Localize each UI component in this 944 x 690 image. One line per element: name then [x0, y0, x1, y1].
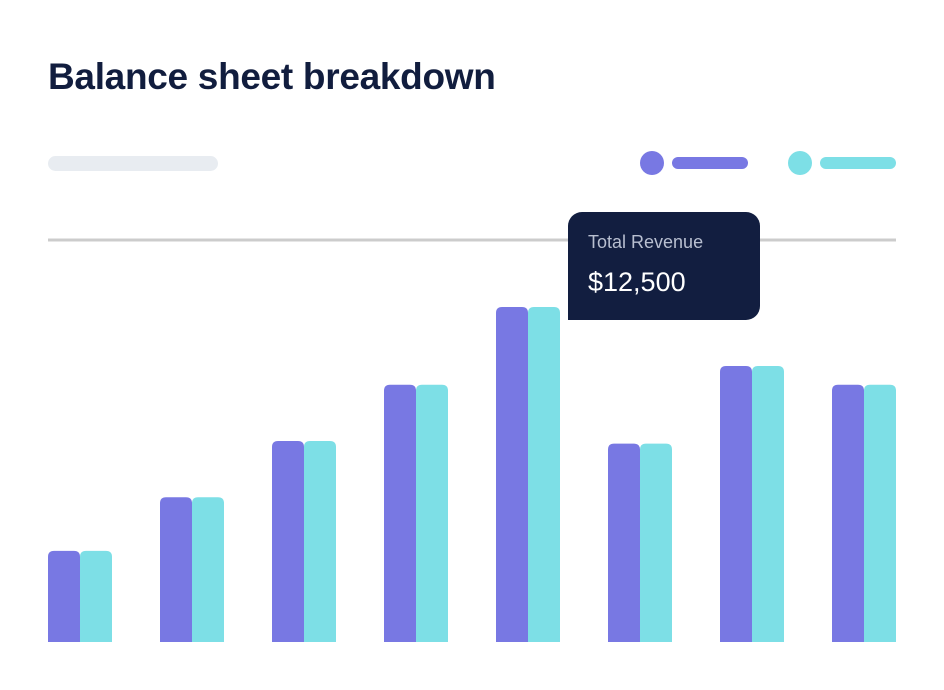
tooltip-label: Total Revenue [588, 232, 704, 252]
legend-series-1 [640, 151, 748, 175]
bar-series2-4[interactable] [416, 384, 448, 642]
bar-series1-5[interactable] [496, 307, 528, 642]
chart-title: Balance sheet breakdown [48, 56, 496, 97]
bar-series2-1[interactable] [80, 550, 112, 642]
tooltip: Total Revenue $12,500 [568, 212, 760, 320]
bar-series1-6[interactable] [608, 443, 640, 642]
bar-series1-8[interactable] [832, 384, 864, 642]
bar-series1-1[interactable] [48, 550, 80, 642]
bar-series2-6[interactable] [640, 443, 672, 642]
tooltip-value: $12,500 [588, 267, 686, 297]
legend-line [820, 157, 896, 169]
bar-series2-3[interactable] [304, 441, 336, 642]
bar-series1-7[interactable] [720, 365, 752, 642]
legend-line [672, 157, 748, 169]
filter-placeholder [48, 156, 218, 171]
bar-series1-2[interactable] [160, 497, 192, 642]
legend-dot [640, 151, 664, 175]
bar-series1-3[interactable] [272, 441, 304, 642]
bar-series1-4[interactable] [384, 384, 416, 642]
bar-series2-5[interactable] [528, 307, 560, 642]
bar-series2-7[interactable] [752, 365, 784, 642]
bar-series2-2[interactable] [192, 497, 224, 642]
legend-dot [788, 151, 812, 175]
bar-series2-8[interactable] [864, 384, 896, 642]
legend-series-2 [788, 151, 896, 175]
